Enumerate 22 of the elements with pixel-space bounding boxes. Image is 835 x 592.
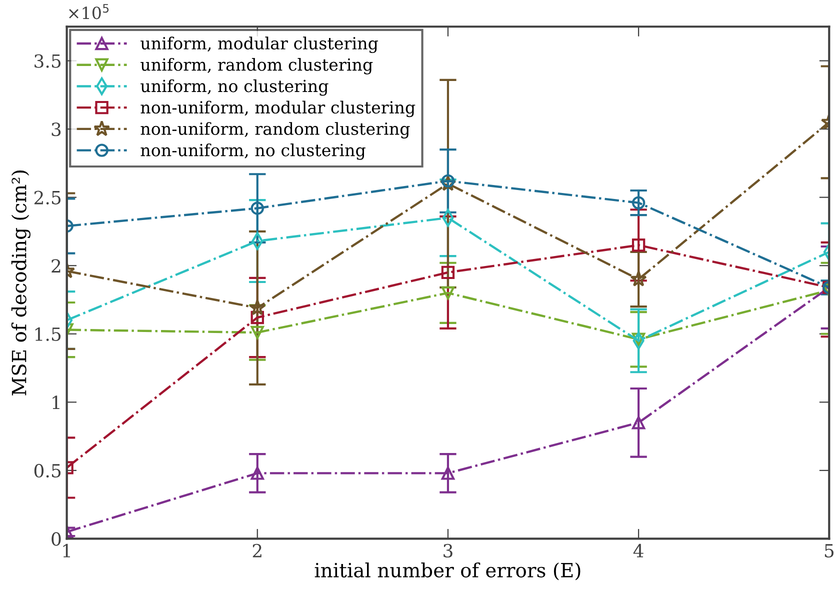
legend-label: non-uniform, random clustering [140,122,410,138]
x-tick-label: 5 [824,544,834,558]
legend-label: uniform, random clustering [140,58,373,74]
x-axis-title: initial number of errors (E) [314,562,580,580]
legend-label: non-uniform, modular clustering [140,100,416,118]
y-tick-label: 2 [52,259,60,272]
y-tick-label: 1.5 [35,327,61,342]
legend-label: uniform, modular clustering [140,36,378,54]
y-axis-title: MSE of decoding (cm²) [11,170,30,396]
y-tick-label: 3 [52,122,61,136]
y-tick-label: 0.5 [34,464,61,478]
y-tick-label: 3.5 [34,54,61,68]
y-tick-label: 0 [52,532,61,546]
x-tick-label: 3 [444,544,452,558]
legend-label: non-uniform, no clustering [140,143,366,160]
x-tick-label: 4 [633,544,644,558]
y-tick-label: 2.5 [34,190,61,204]
x-tick-label: 1 [63,544,70,558]
legend-label: uniform, no clustering [140,79,328,96]
y-tick-label: 1 [52,396,60,410]
x-tick-label: 2 [252,544,262,558]
text: ×10$^{5}$ [69,4,109,20]
